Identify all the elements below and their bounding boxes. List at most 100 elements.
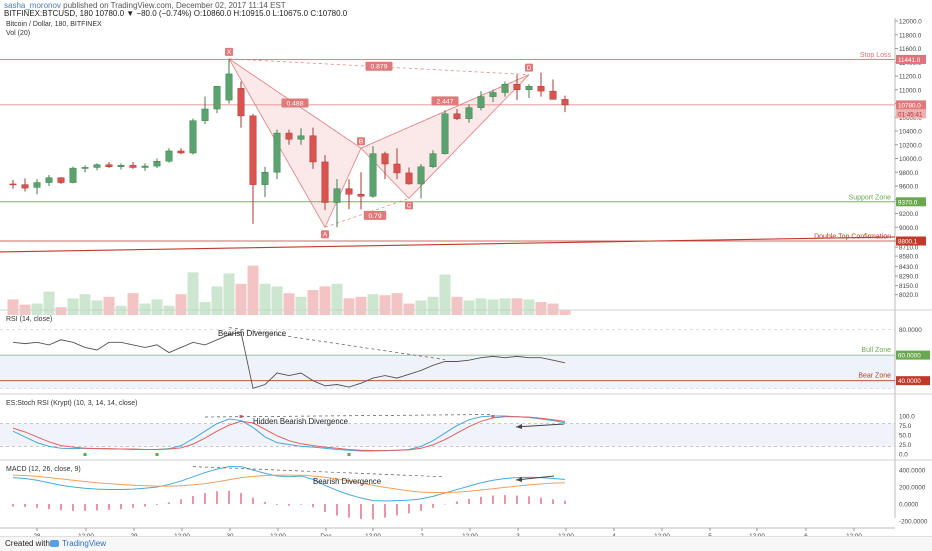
symbol-line: BITFINEX:BTCUSD, 180 10780.0 ▼ −80.0 (−0… bbox=[4, 9, 348, 18]
level-label: Double Top Confirmation bbox=[814, 234, 891, 241]
rsi-line bbox=[12, 331, 566, 389]
volume-bar bbox=[247, 265, 259, 315]
candle-body bbox=[45, 177, 53, 183]
pattern-ratio-box bbox=[365, 61, 393, 71]
stoch-signal-dot bbox=[155, 453, 159, 456]
candle-body bbox=[141, 165, 149, 168]
candle-body bbox=[105, 164, 113, 167]
level-price-tag-text: 10780.0 bbox=[898, 102, 921, 109]
stoch-signal-dot bbox=[347, 453, 351, 456]
pattern-ratio-box bbox=[363, 210, 387, 220]
volume-bar bbox=[283, 293, 295, 315]
time-tick-label: Dec bbox=[320, 533, 331, 536]
pattern-ratio-box bbox=[281, 98, 309, 108]
price-tick-label: 9200.0 bbox=[899, 211, 919, 218]
price-tick-label: 8290.0 bbox=[899, 274, 919, 281]
candle-body bbox=[177, 150, 185, 154]
volume-bar bbox=[559, 309, 571, 315]
price-tick-label: 8150.0 bbox=[899, 283, 919, 290]
price-tick-label: 8430.0 bbox=[899, 264, 919, 271]
stoch-annotation: Hidden Bearish Divergence bbox=[253, 417, 348, 426]
pattern-point-marker bbox=[357, 137, 365, 146]
volume-bar bbox=[187, 272, 199, 315]
level-price-tag-text: 11441.0 bbox=[898, 57, 921, 64]
volume-bar bbox=[475, 298, 487, 315]
volume-bar bbox=[67, 298, 79, 315]
created-with-label: Created with bbox=[5, 539, 50, 548]
rsi-title: RSI (14, close) bbox=[6, 316, 52, 323]
candle-body bbox=[153, 161, 161, 167]
volume-bar bbox=[7, 299, 19, 315]
level-price-tag bbox=[896, 54, 926, 64]
author-link[interactable]: sasha_moronov bbox=[4, 1, 61, 10]
candle-body bbox=[33, 182, 41, 188]
volume-bar bbox=[295, 296, 307, 315]
pattern-ratio-box bbox=[431, 96, 459, 106]
rsi-zone-band bbox=[0, 355, 895, 389]
volume-bar bbox=[487, 299, 499, 315]
price-pane: Bitcoin / Dollar, 180, BITFINEX Vol (20) 1… bbox=[0, 18, 932, 518]
volume-bar bbox=[547, 303, 559, 315]
price-tick-label: 11000.0 bbox=[899, 87, 922, 94]
pattern-point-label: D bbox=[527, 65, 532, 72]
candle-body bbox=[321, 161, 329, 203]
macd-divergence-line bbox=[192, 466, 446, 478]
stoch-tick-label: 50.0 bbox=[899, 433, 912, 440]
volume-bar bbox=[427, 296, 439, 315]
macd-tick-label: 400.0000 bbox=[899, 468, 926, 475]
candle-body bbox=[21, 184, 29, 189]
pattern-point-marker bbox=[225, 47, 233, 56]
candle-body bbox=[429, 153, 437, 167]
stoch-rsi-pane: ES:Stoch RSI (Krypt) (10, 3, 14, 14, clo… bbox=[0, 400, 932, 461]
level-label: Stop Loss bbox=[860, 52, 892, 59]
stoch-band bbox=[0, 423, 895, 447]
time-tick-label: 12:00 bbox=[462, 533, 478, 536]
rsi-divergence-line bbox=[228, 327, 446, 361]
macd-tick-label: 200.0000 bbox=[899, 485, 926, 492]
publish-line: sasha_moronov published on TradingView.c… bbox=[4, 1, 286, 10]
rsi-level-tag-text: 40.0000 bbox=[898, 378, 921, 385]
macd-arrow-line bbox=[515, 475, 555, 481]
volume-bar bbox=[355, 296, 367, 315]
candle-body bbox=[201, 108, 209, 121]
candle-body bbox=[261, 172, 269, 185]
volume-bar bbox=[127, 293, 139, 315]
volume-bar bbox=[391, 293, 403, 315]
time-tick-label: 3 bbox=[516, 533, 520, 536]
chart-canvas[interactable]: Bitcoin / Dollar, 180, BITFINEX Vol (20) 1… bbox=[0, 18, 932, 536]
volume-bar bbox=[211, 286, 223, 315]
price-tick-label: 12000.0 bbox=[899, 19, 922, 26]
level-price-tag bbox=[896, 100, 926, 110]
countdown-tag bbox=[896, 109, 926, 119]
candle-body bbox=[345, 188, 353, 195]
rsi-pane: RSI (14, close) Bull Zone 60.0000 Bear Zone… bbox=[0, 316, 932, 395]
time-tick-label: 2 bbox=[420, 533, 424, 536]
pattern-point-label: B bbox=[359, 138, 363, 145]
volume-bar bbox=[367, 294, 379, 315]
candle-body bbox=[477, 96, 485, 108]
volume-bar bbox=[499, 298, 511, 315]
candle-body bbox=[357, 194, 365, 197]
stoch-line bbox=[12, 416, 566, 452]
macd-tick-label: -200.0000 bbox=[899, 519, 928, 526]
macd-annotation: Bearish Divergence bbox=[313, 477, 381, 486]
macd-line bbox=[12, 474, 566, 494]
pattern-ratio-label: 0.488 bbox=[286, 101, 303, 108]
candle-body bbox=[249, 115, 257, 185]
time-tick-label: 12:00 bbox=[365, 533, 381, 536]
rsi-level-tag-text: 60.0000 bbox=[898, 353, 921, 360]
stoch-arrow-line bbox=[515, 423, 565, 428]
rsi-tick-label: 80.0000 bbox=[899, 327, 922, 334]
tradingview-link[interactable]: TradingView bbox=[62, 539, 107, 548]
candle-body bbox=[333, 188, 341, 203]
volume-bar bbox=[403, 303, 415, 315]
volume-bar bbox=[151, 299, 163, 315]
candle-body bbox=[81, 167, 89, 169]
pattern-ratio-label: 0.79 bbox=[368, 213, 381, 220]
volume-bar bbox=[415, 300, 427, 315]
pattern-point-label: X bbox=[227, 49, 232, 56]
price-tick-label: 8020.0 bbox=[899, 292, 919, 299]
candle-body bbox=[381, 153, 389, 165]
volume-bar bbox=[439, 274, 451, 315]
volume-bar bbox=[223, 273, 235, 315]
